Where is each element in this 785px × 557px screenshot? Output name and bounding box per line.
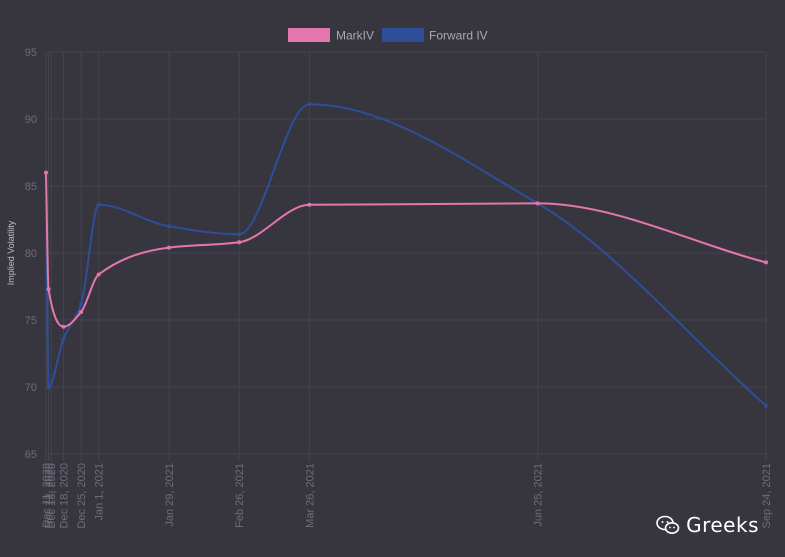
forward-iv-point: [237, 232, 242, 237]
forward-iv-legend-swatch: [382, 28, 424, 42]
x-tick-label: Dec 12, 2020: [44, 463, 56, 528]
y-tick-label: 65: [25, 449, 37, 461]
x-tick-label: Jan 1, 2021: [94, 463, 106, 521]
markiv-legend-swatch: [288, 28, 330, 42]
forward-iv-point: [46, 385, 51, 389]
markiv-point: [79, 309, 84, 314]
markiv-point: [535, 201, 540, 206]
x-tick-label: Dec 13, 2020: [46, 463, 58, 528]
y-tick-label: 85: [25, 181, 37, 193]
grid-lines: [45, 51, 767, 461]
forward-iv-legend-label: Forward IV: [429, 29, 488, 43]
forward-iv-point: [307, 102, 312, 107]
x-tick-label: Jun 25, 2021: [533, 463, 545, 527]
forward-iv-series: [44, 102, 768, 408]
series-lines: [44, 102, 768, 408]
watermark: Greeks: [656, 513, 759, 537]
x-tick-label: Sep 24, 2021: [761, 463, 773, 528]
legend[interactable]: MarkIV Forward IV: [288, 28, 488, 43]
markiv-legend-label: MarkIV: [336, 29, 374, 43]
markiv-series: [44, 170, 768, 329]
x-tick-label: Jan 29, 2021: [164, 463, 176, 527]
wechat-icon: [656, 515, 680, 534]
markiv-point: [237, 240, 242, 245]
markiv-point: [96, 272, 101, 277]
y-tick-label: 75: [25, 315, 37, 327]
x-tick-label: Dec 18, 2020: [59, 463, 71, 528]
markiv-line: [45, 172, 767, 328]
forward-iv-point: [79, 301, 84, 306]
x-tick-label: Mar 26, 2021: [304, 463, 316, 528]
x-tick-label: Dec 25, 2020: [76, 463, 88, 528]
y-tick-label: 70: [25, 382, 37, 394]
y-tick-label: 80: [25, 248, 37, 260]
markiv-point: [46, 287, 51, 292]
y-tick-label: 95: [25, 47, 37, 59]
forward-iv-point: [96, 202, 101, 207]
y-tick-label: 90: [25, 114, 37, 126]
watermark-text: Greeks: [686, 513, 759, 537]
x-tick-label: Feb 26, 2021: [234, 463, 246, 528]
markiv-point: [44, 170, 48, 175]
forward-iv-point: [166, 224, 171, 229]
y-axis-label: Implied Volatility: [6, 220, 16, 285]
markiv-point: [307, 202, 312, 207]
forward-iv-line: [45, 103, 767, 407]
markiv-point: [166, 245, 171, 250]
forward-iv-point: [764, 403, 768, 408]
forward-iv-point: [61, 336, 66, 341]
x-tick-label: Dec 11, 2020: [41, 463, 53, 528]
markiv-point: [61, 324, 66, 329]
y-axis-ticks: 65 70 75 80 85 90 95: [25, 47, 37, 461]
markiv-point: [764, 260, 768, 265]
